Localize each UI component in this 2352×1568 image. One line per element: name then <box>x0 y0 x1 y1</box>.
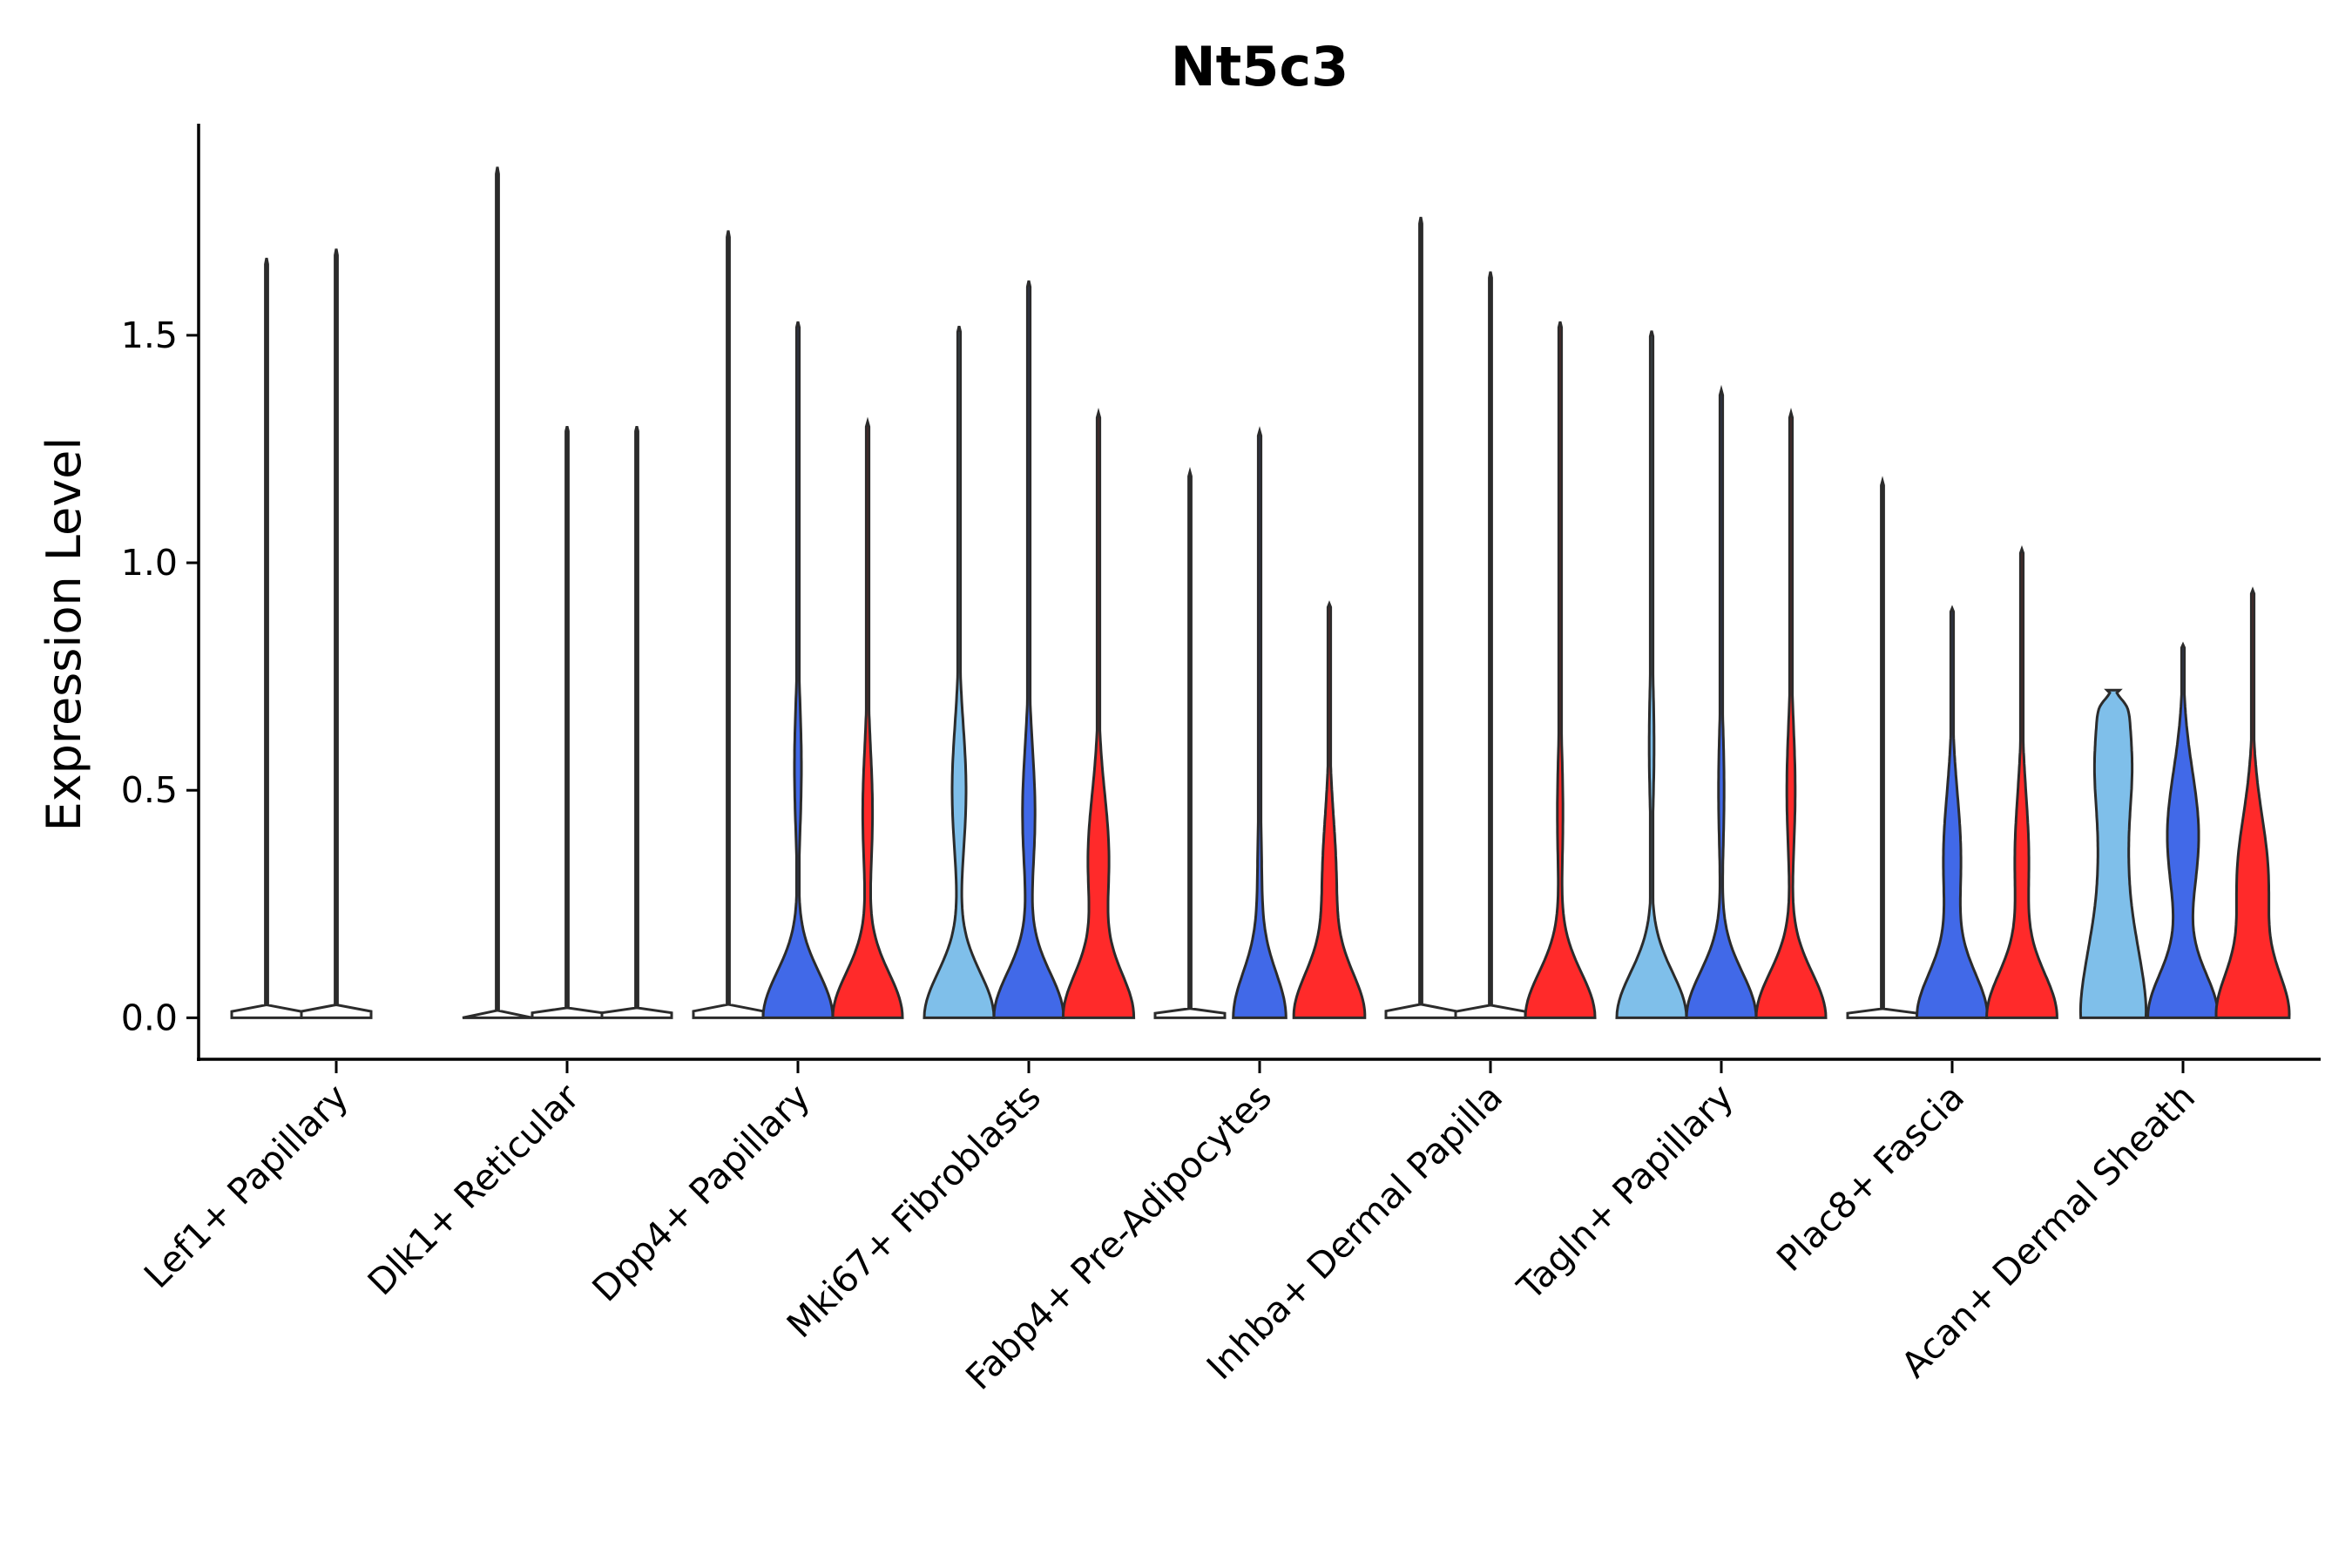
violin-8-group-1 <box>1846 476 1919 1019</box>
y-ticks: 0.0 0.5 1.0 1.5 <box>121 314 199 1038</box>
violin-7-group-3 <box>1754 408 1828 1019</box>
violin-7-group-2 <box>1685 384 1758 1019</box>
y-tick-label: 1.5 <box>121 314 178 356</box>
x-tick-label: Plac8+ Fascia <box>1768 1076 1972 1280</box>
violin-4-group-2 <box>992 280 1065 1019</box>
y-tick-label: 0.5 <box>121 769 178 811</box>
violin-3-group-1 <box>692 230 765 1019</box>
y-tick-label: 1.0 <box>121 542 178 584</box>
violin-2-group-1 <box>462 166 533 1019</box>
violin-4-group-3 <box>1061 408 1136 1019</box>
x-tick-label: Dlk1+ Reticular <box>360 1076 587 1303</box>
violin-7-group-1 <box>1615 330 1688 1019</box>
y-axis-label: Expression Level <box>37 437 91 832</box>
violin-5-group-1 <box>1153 466 1227 1019</box>
violin-6-group-2 <box>1454 271 1527 1019</box>
violin-4-group-1 <box>923 326 996 1019</box>
x-tick-label: Mki67+ Fibroblasts <box>779 1076 1049 1346</box>
violin-6-group-1 <box>1384 216 1457 1019</box>
x-tick-label: Dpp4+ Papillary <box>585 1076 818 1309</box>
y-tick-label: 0.0 <box>121 997 178 1038</box>
x-tick-label: Lef1+ Papillary <box>136 1076 356 1296</box>
violin-2-group-2 <box>531 425 604 1019</box>
violin-8-group-2 <box>1915 605 1990 1019</box>
violin-8-group-3 <box>1985 544 2058 1019</box>
violin-9-group-1 <box>2078 688 2148 1019</box>
chart-title: Nt5c3 <box>1171 35 1349 98</box>
violin-2-group-3 <box>600 425 673 1019</box>
violin-9-group-3 <box>2214 586 2291 1019</box>
axes <box>197 124 2321 1061</box>
x-tick-label: Tagln+ Papillary <box>1509 1076 1741 1308</box>
violin-layer <box>230 166 2291 1019</box>
violin-1-group-2 <box>300 248 373 1019</box>
violin-5-group-3 <box>1292 600 1367 1019</box>
violin-6-group-3 <box>1524 321 1597 1019</box>
violin-1-group-1 <box>230 257 303 1019</box>
violin-9-group-2 <box>2146 641 2220 1019</box>
violin-5-group-2 <box>1232 426 1288 1019</box>
violin-3-group-3 <box>831 416 904 1019</box>
violin-3-group-2 <box>761 321 835 1019</box>
